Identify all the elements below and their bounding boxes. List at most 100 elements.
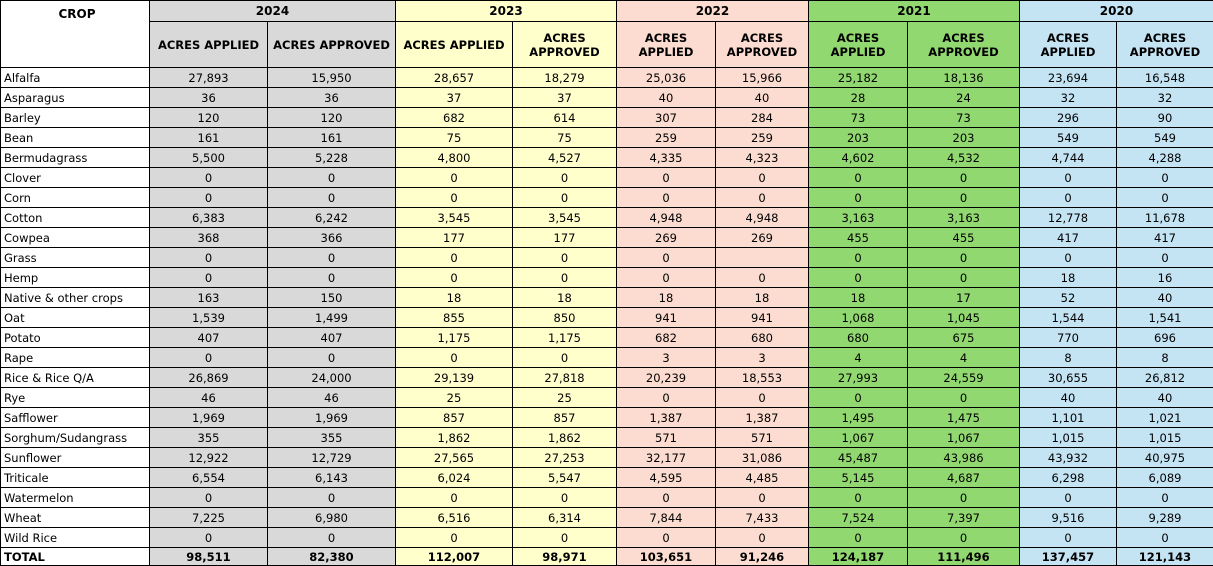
acres-applied-cell: 0 [617, 528, 716, 548]
acres-approved-cell: 941 [716, 308, 809, 328]
acres-approved-cell: 18,279 [513, 68, 617, 88]
acres-approved-cell: 150 [268, 288, 396, 308]
acres-applied-cell: 0 [617, 168, 716, 188]
acres-approved-cell: 18,553 [716, 368, 809, 388]
acres-applied-header: ACRES APPLIED [150, 22, 268, 68]
crop-name-cell: Sorghum/Sudangrass [1, 428, 150, 448]
acres-applied-cell: 0 [150, 528, 268, 548]
crop-name-cell: Oat [1, 308, 150, 328]
acres-approved-cell: 25 [513, 388, 617, 408]
acres-approved-cell: 18 [513, 288, 617, 308]
acres-approved-cell: 3,545 [513, 208, 617, 228]
acres-approved-cell: 1,862 [513, 428, 617, 448]
acres-applied-cell: 12,778 [1020, 208, 1117, 228]
acres-approved-cell: 0 [908, 168, 1020, 188]
acres-approved-cell: 40 [1117, 288, 1213, 308]
acres-applied-cell: 0 [809, 168, 908, 188]
crop-name-cell: Clover [1, 168, 150, 188]
acres-applied-cell: 1,015 [1020, 428, 1117, 448]
subheader-row: ACRES APPLIED ACRES APPROVED ACRES APPLI… [1, 22, 1213, 68]
acres-applied-cell: 25,036 [617, 68, 716, 88]
acres-approved-cell: 1,541 [1117, 308, 1213, 328]
acres-applied-cell: 45,487 [809, 448, 908, 468]
acres-approved-cell: 0 [513, 528, 617, 548]
acres-approved-cell: 6,980 [268, 508, 396, 528]
acres-applied-cell: 1,544 [1020, 308, 1117, 328]
crop-name-cell: Asparagus [1, 88, 150, 108]
acres-approved-cell: 4,532 [908, 148, 1020, 168]
acres-applied-cell: 0 [617, 248, 716, 268]
acres-approved-cell: 161 [268, 128, 396, 148]
acres-applied-cell: 1,068 [809, 308, 908, 328]
acres-applied-cell: 1,862 [396, 428, 513, 448]
acres-applied-cell: 1,495 [809, 408, 908, 428]
acres-approved-cell: 177 [513, 228, 617, 248]
acres-applied-cell: 0 [396, 248, 513, 268]
crop-name-cell: Triticale [1, 468, 150, 488]
acres-approved-cell: 7,433 [716, 508, 809, 528]
acres-applied-cell: 40 [617, 88, 716, 108]
crop-name-cell: Potato [1, 328, 150, 348]
crop-name-cell: Barley [1, 108, 150, 128]
acres-approved-cell: 31,086 [716, 448, 809, 468]
acres-applied-cell: 124,187 [809, 548, 908, 566]
acres-approved-cell: 571 [716, 428, 809, 448]
acres-approved-cell: 8 [1117, 348, 1213, 368]
acres-approved-cell: 366 [268, 228, 396, 248]
acres-approved-cell: 3 [716, 348, 809, 368]
acres-approved-cell: 0 [513, 348, 617, 368]
acres-applied-cell: 18 [617, 288, 716, 308]
acres-approved-cell: 91,246 [716, 548, 809, 566]
acres-applied-cell: 20,239 [617, 368, 716, 388]
acres-approved-cell: 1,045 [908, 308, 1020, 328]
crop-name-cell: Cotton [1, 208, 150, 228]
acres-applied-cell: 30,655 [1020, 368, 1117, 388]
acres-applied-cell: 0 [150, 168, 268, 188]
acres-approved-cell: 355 [268, 428, 396, 448]
acres-approved-cell: 1,175 [513, 328, 617, 348]
acres-approved-cell: 0 [268, 248, 396, 268]
acres-applied-cell: 0 [150, 268, 268, 288]
acres-approved-cell: 12,729 [268, 448, 396, 468]
acres-applied-cell: 259 [617, 128, 716, 148]
acres-applied-cell: 0 [809, 248, 908, 268]
acres-applied-cell: 46 [150, 388, 268, 408]
acres-applied-cell: 4,744 [1020, 148, 1117, 168]
crop-name-cell: Safflower [1, 408, 150, 428]
acres-approved-cell: 27,253 [513, 448, 617, 468]
acres-approved-cell: 43,986 [908, 448, 1020, 468]
acres-approved-cell: 0 [908, 488, 1020, 508]
acres-applied-cell: 5,500 [150, 148, 268, 168]
acres-applied-cell: 407 [150, 328, 268, 348]
year-header-2020: 2020 [1020, 1, 1213, 22]
acres-approved-cell: 24,000 [268, 368, 396, 388]
acres-approved-cell: 0 [908, 188, 1020, 208]
year-header-2021: 2021 [809, 1, 1020, 22]
crop-column-header: CROP [1, 1, 150, 68]
acres-applied-cell: 0 [809, 388, 908, 408]
acres-applied-cell: 6,024 [396, 468, 513, 488]
acres-applied-cell: 27,893 [150, 68, 268, 88]
acres-approved-cell: 6,089 [1117, 468, 1213, 488]
acres-applied-cell: 0 [617, 488, 716, 508]
acres-approved-cell: 0 [1117, 168, 1213, 188]
acres-approved-cell: 37 [513, 88, 617, 108]
acres-approved-cell: 0 [513, 168, 617, 188]
acres-approved-cell: 0 [716, 268, 809, 288]
acres-applied-cell: 0 [809, 528, 908, 548]
acres-applied-cell: 3,163 [809, 208, 908, 228]
acres-applied-cell: 32 [1020, 88, 1117, 108]
acres-applied-cell: 0 [396, 268, 513, 288]
acres-approved-cell: 15,966 [716, 68, 809, 88]
crop-name-cell: Native & other crops [1, 288, 150, 308]
acres-approved-cell: 82,380 [268, 548, 396, 566]
crop-name-cell: Grass [1, 248, 150, 268]
acres-applied-cell: 0 [809, 188, 908, 208]
acres-applied-cell: 0 [809, 488, 908, 508]
acres-approved-cell: 0 [1117, 188, 1213, 208]
